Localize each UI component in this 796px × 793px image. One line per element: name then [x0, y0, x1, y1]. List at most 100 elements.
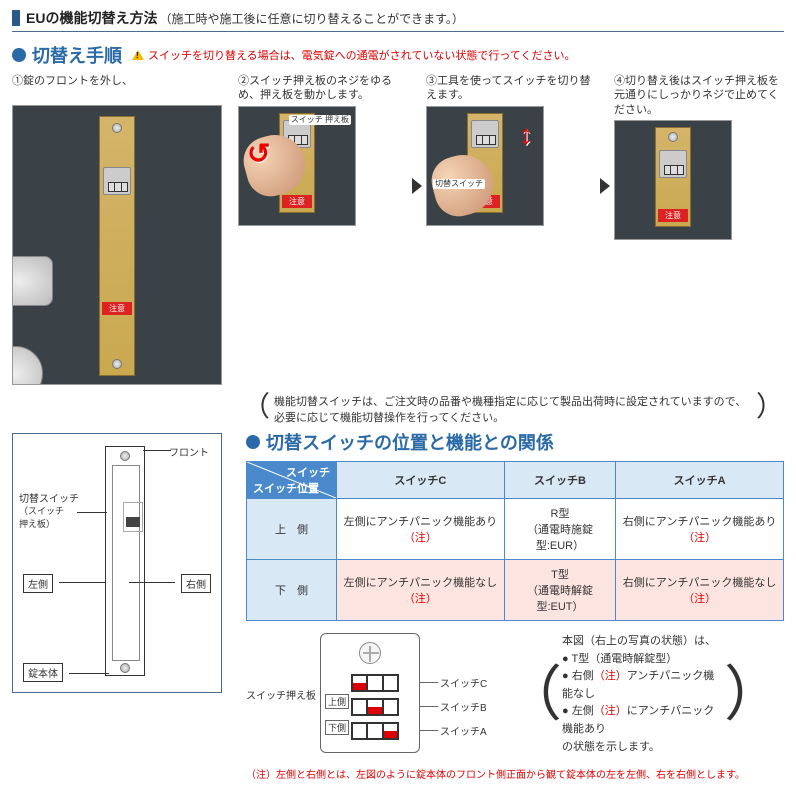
sw-leader-col: スイッチC スイッチB スイッチA: [420, 633, 490, 753]
sw-label-up: 上側: [325, 694, 349, 709]
rotate-arrow-icon: ↺: [247, 137, 270, 170]
description-paren: （ 本図（右上の写真の状態）は、 ● T型（通電時解錠型） ● 右側（注）アンチ…: [502, 633, 784, 756]
cell-dnB: T型（通電時解錠型:EUT）: [504, 560, 615, 621]
step3-photo: 注意 ↕ 切替スイッチ: [426, 106, 544, 226]
desc-l2: ● T型（通電時解錠型）: [562, 651, 724, 669]
section2-head: 切替スイッチの位置と機能との関係: [246, 429, 784, 455]
bullet-icon: [12, 48, 26, 62]
step-arrow-icon: [600, 178, 610, 194]
dg-leader: [69, 673, 109, 674]
sw-lbl-b: スイッチB: [440, 699, 487, 714]
callout-plate: スイッチ 押え板: [289, 115, 351, 125]
step1-label: ①錠のフロントを外し、: [12, 74, 232, 102]
desc-l3: ● 右側（注）アンチパニック機能なし: [562, 668, 724, 703]
knob: [12, 256, 53, 306]
step1-col: ①錠のフロントを外し、 注意: [12, 74, 232, 385]
note-paren: （ 機能切替スイッチは、ご注文時の品番や機種指定に応じて製品出荷時に設定されてい…: [242, 393, 784, 425]
paren-close-icon: ）: [756, 393, 784, 425]
right-steps: ②スイッチ押え板のネジをゆるめ、押え板を動かします。 注意 ↺ スイッチ 押え板…: [238, 74, 784, 240]
dg-inner: [112, 465, 140, 661]
diagonal-line-icon: [247, 462, 336, 498]
desc-l5: の状態を示します。: [562, 739, 724, 757]
step-arrow-icon: [412, 178, 422, 194]
screw-icon: [112, 359, 122, 369]
lock-plate: 注意: [99, 116, 135, 376]
dg-leader: [129, 582, 175, 583]
th-c: スイッチC: [337, 462, 505, 499]
step3-col: ③工具を使ってスイッチを切り替えます。 注意 ↕ 切替スイッチ: [426, 74, 594, 240]
dg-label-switch: 切替スイッチ: [19, 490, 79, 505]
knob2: [12, 346, 43, 385]
dg-plate: [105, 446, 145, 676]
th-b: スイッチB: [504, 462, 615, 499]
bullet-icon: [246, 435, 260, 449]
caution-label: 注意: [102, 302, 132, 315]
section2-title: 切替スイッチの位置と機能との関係: [266, 429, 554, 455]
step2-photo: 注意 ↺ スイッチ 押え板: [238, 106, 356, 226]
right-content: 切替スイッチの位置と機能との関係 スイッチ スイッチ位置 スイッチC スイッチB…: [246, 425, 784, 781]
screw-icon: [668, 132, 678, 142]
leader-line: [420, 730, 438, 731]
page-title-sub: （施工時や施工後に任意に切り替えることができます。）: [159, 10, 463, 27]
switch-block: [471, 120, 499, 148]
warning-icon: [132, 50, 144, 60]
dg-left-box: 左側: [23, 574, 53, 593]
sw-row-c: [351, 674, 399, 692]
sw-row-b: [351, 698, 399, 716]
updown-arrow-icon: ↕: [519, 119, 533, 151]
page-title: EUの機能切替え方法: [26, 8, 157, 28]
title-bar: EUの機能切替え方法 （施工時や施工後に任意に切り替えることができます。）: [12, 8, 784, 32]
desc-l4: ● 左側（注）にアンチパニック機能あり: [562, 703, 724, 738]
step2-label: ②スイッチ押え板のネジをゆるめ、押え板を動かします。: [238, 74, 406, 103]
footnote: （注）左側と右側とは、左図のように錠本体のフロント側正面から観て錠本体の左を左側…: [246, 766, 784, 781]
lock-plate: 注意: [655, 127, 691, 227]
screw-icon: [120, 451, 130, 461]
leader-line: [420, 706, 438, 707]
dg-leader: [77, 512, 107, 513]
step1-photo: 注意: [12, 105, 222, 385]
sw-row-a: [351, 722, 399, 740]
switch-block: [103, 167, 131, 195]
paren-open-icon: （: [242, 393, 270, 425]
sw-lbl-a: スイッチA: [440, 723, 487, 738]
row-dn: 下 側: [247, 560, 337, 621]
description-list: 本図（右上の写真の状態）は、 ● T型（通電時解錠型） ● 右側（注）アンチパニ…: [562, 633, 724, 756]
step4-label: ④切り替え後はスイッチ押え板を元通りにしっかりネジで止めてください。: [614, 74, 782, 117]
row-up: 上 側: [247, 499, 337, 560]
note-text: 機能切替スイッチは、ご注文時の品番や機種指定に応じて製品出荷時に設定されています…: [270, 393, 756, 425]
section1-title: 切替え手順: [32, 42, 122, 68]
caution-label: 注意: [282, 195, 312, 208]
dg-body-box: 錠本体: [23, 663, 63, 682]
title-marker: [12, 10, 20, 26]
switch-table: スイッチ スイッチ位置 スイッチC スイッチB スイッチA 上 側 左側にアンチ…: [246, 461, 784, 621]
lock-diagram: フロント 切替スイッチ （スイッチ 押え板） 左側 右側 錠本体: [12, 433, 222, 693]
cell-upC: 左側にアンチパニック機能あり（注）: [337, 499, 505, 560]
sw-label-dn: 下側: [325, 720, 349, 735]
callout-switch: 切替スイッチ: [433, 179, 485, 189]
step4-col: ④切り替え後はスイッチ押え板を元通りにしっかりネジで止めてください。 注意: [614, 74, 782, 240]
sw-plate-label: スイッチ押え板: [246, 687, 316, 702]
dg-label-switch-sub: （スイッチ 押え板）: [19, 504, 64, 530]
lower-region: フロント 切替スイッチ （スイッチ 押え板） 左側 右側 錠本体 切替スイッチの…: [12, 425, 784, 781]
screw-icon: [359, 642, 381, 664]
left-diagram-col: フロント 切替スイッチ （スイッチ 押え板） 左側 右側 錠本体: [12, 425, 232, 781]
leader-line: [420, 682, 438, 683]
step3-label: ③工具を使ってスイッチを切り替えます。: [426, 74, 594, 103]
step2-col: ②スイッチ押え板のネジをゆるめ、押え板を動かします。 注意 ↺ スイッチ 押え板: [238, 74, 406, 240]
cell-dnA: 右側にアンチパニック機能なし（注）: [616, 560, 784, 621]
screw-icon: [112, 123, 122, 133]
dg-label-front: フロント: [169, 444, 209, 459]
desc-l1: 本図（右上の写真の状態）は、: [562, 633, 724, 651]
section1-head: 切替え手順 スイッチを切り替える場合は、電気錠への通電がされていない状態で行って…: [12, 42, 784, 68]
cell-upB: R型（通電時施錠型:EUR）: [504, 499, 615, 560]
th-a: スイッチA: [616, 462, 784, 499]
switch-box: 上側 下側: [320, 633, 420, 753]
switch-block: [659, 150, 687, 178]
cell-upA: 右側にアンチパニック機能あり（注）: [616, 499, 784, 560]
switch-diagram-row: スイッチ押え板 上側 下側 スイッチC スイッチB スイッチA: [246, 633, 784, 756]
steps-row: ①錠のフロントを外し、 注意 ②スイッチ押え板のネジをゆるめ、押え板を動かします…: [12, 74, 784, 385]
dg-right-box: 右側: [181, 574, 211, 593]
dg-leader: [143, 450, 171, 451]
cell-dnC: 左側にアンチパニック機能なし（注）: [337, 560, 505, 621]
warning-inline: スイッチを切り替える場合は、電気錠への通電がされていない状態で行ってください。: [132, 47, 575, 63]
